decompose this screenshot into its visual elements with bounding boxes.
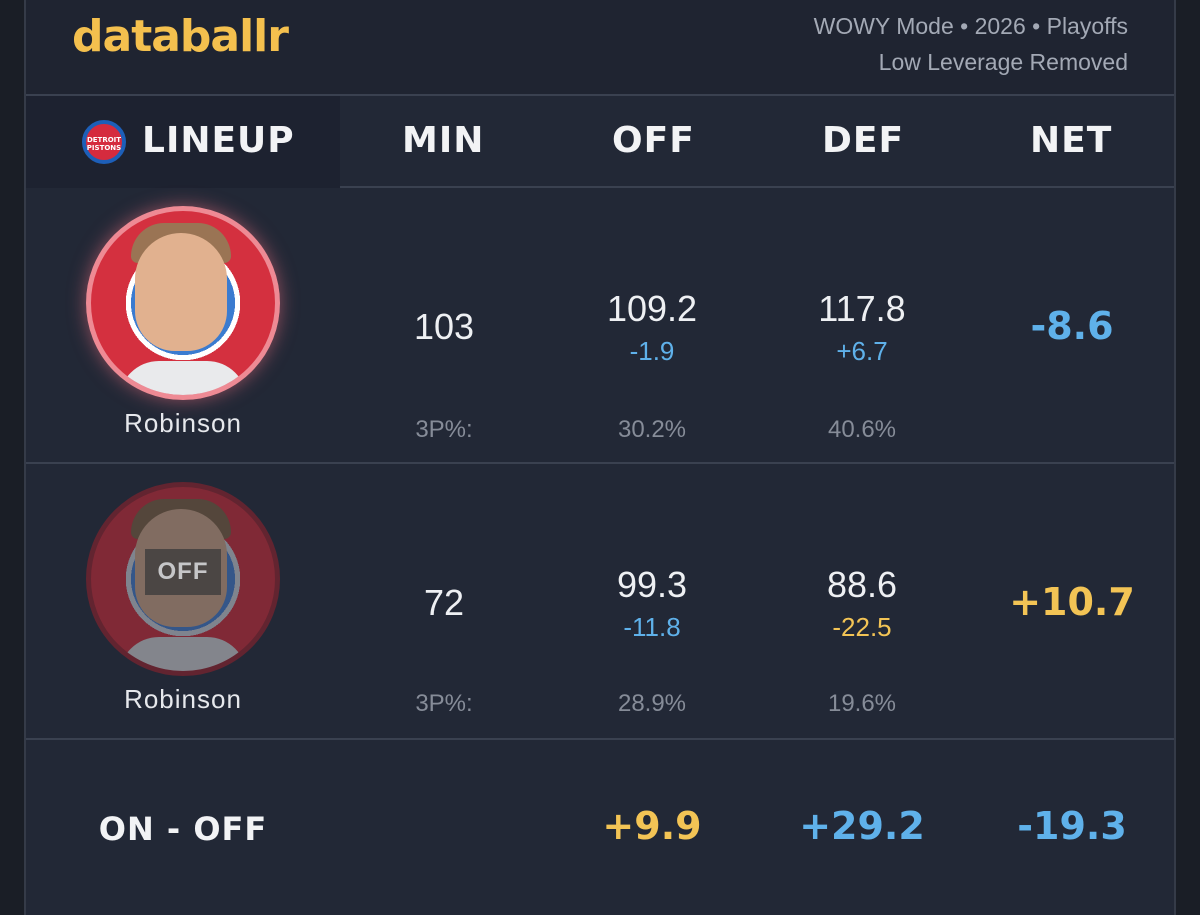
mode-season-label: WOWY Mode • 2026 • Playoffs [813,13,1128,39]
table-row-on: Robinson 103 109.2 -1.9 117.8 +6.7 -8.6 … [26,188,1174,464]
player-name: Robinson [124,408,242,438]
on-off-def-diff: +29.2 [799,804,925,848]
off-rating: 109.2 [606,288,698,329]
net-header[interactable]: NET [1030,120,1113,161]
avatar-face [135,233,227,351]
off-delta: -1.9 [629,336,675,366]
player-cell: Robinson [26,188,340,462]
top-bar: databallr WOWY Mode • 2026 • Playoffs Lo… [26,0,1174,96]
def-delta: -22.5 [832,612,892,642]
net-rating: +10.7 [1009,580,1135,624]
table-row-off: OFF Robinson 72 99.3 -11.8 88.6 -22.5 +1… [26,464,1174,740]
wowy-card: databallr WOWY Mode • 2026 • Playoffs Lo… [24,0,1176,915]
min-header[interactable]: MIN [402,120,485,161]
filter-meta: WOWY Mode • 2026 • Playoffs Low Leverage… [814,8,1128,80]
def-delta: +6.7 [836,336,888,366]
def-three-pt: 19.6% [827,690,897,717]
on-off-label: ON - OFF [98,810,268,848]
player-cell: OFF Robinson [26,464,340,738]
def-rating: 88.6 [826,564,898,605]
off-three-pt: 30.2% [617,416,687,443]
def-three-pt: 40.6% [827,416,897,443]
off-delta: -11.8 [623,612,681,642]
def-rating: 117.8 [818,288,906,329]
lineup-header: LINEUP [142,120,295,161]
player-name: Robinson [124,684,242,714]
lineup-header-cell: DETROIT PISTONS LINEUP [26,96,340,188]
player-avatar[interactable] [86,206,280,400]
on-off-off-diff: +9.9 [602,804,702,848]
player-avatar-off[interactable]: OFF [86,482,280,676]
on-off-net-diff: -19.3 [1017,804,1127,848]
off-three-pt: 28.9% [617,690,687,717]
off-header[interactable]: OFF [612,120,695,161]
three-pt-label: 3P%: [415,690,473,717]
off-badge: OFF [145,549,221,595]
databallr-logo[interactable]: databallr [72,11,289,62]
pistons-logo-icon: DETROIT PISTONS [82,120,126,164]
def-header[interactable]: DEF [822,120,905,161]
leverage-label: Low Leverage Removed [878,49,1128,75]
on-off-row: ON - OFF +9.9 +29.2 -19.3 [26,740,1174,915]
off-rating: 99.3 [616,564,688,605]
avatar-shirt [119,637,247,671]
min-value: 72 [423,582,465,623]
avatar-shirt [119,361,247,395]
three-pt-label: 3P%: [415,416,473,443]
net-rating: -8.6 [1030,304,1114,348]
min-value: 103 [413,306,475,347]
table-header: DETROIT PISTONS LINEUP MIN OFF DEF NET [26,96,1174,188]
